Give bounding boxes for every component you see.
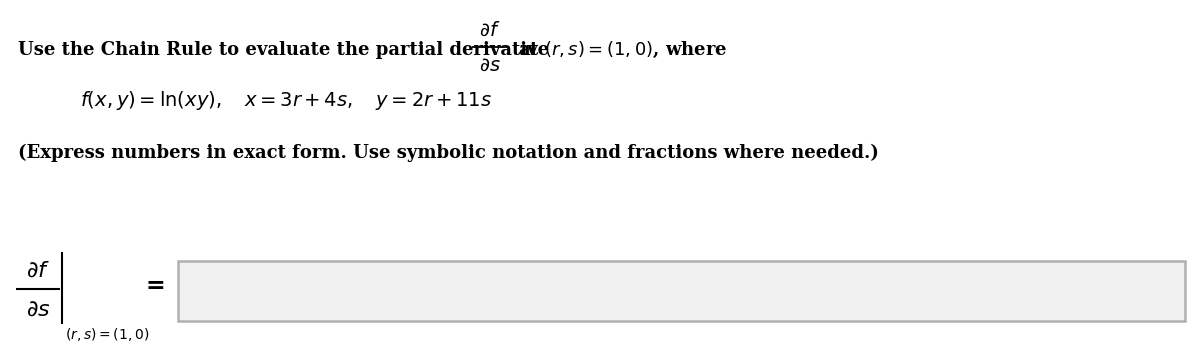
Text: (Express numbers in exact form. Use symbolic notation and fractions where needed: (Express numbers in exact form. Use symb… (18, 144, 878, 162)
Text: $(r,s)=(1,0)$: $(r,s)=(1,0)$ (65, 326, 149, 343)
Text: at $(r, s) = (1, 0)$, where: at $(r, s) = (1, 0)$, where (518, 40, 727, 60)
Text: =: = (145, 274, 164, 298)
Text: Use the Chain Rule to evaluate the partial derivative: Use the Chain Rule to evaluate the parti… (18, 41, 550, 59)
Text: $f(x, y) = \ln(xy), \quad x = 3r + 4s, \quad y = 2r + 11s$: $f(x, y) = \ln(xy), \quad x = 3r + 4s, \… (80, 90, 492, 113)
Text: $\partial f$: $\partial f$ (26, 260, 50, 282)
Text: $\partial f$: $\partial f$ (479, 22, 500, 40)
Text: $\partial s$: $\partial s$ (479, 57, 500, 75)
FancyBboxPatch shape (178, 261, 1186, 321)
Text: $\partial s$: $\partial s$ (25, 299, 50, 321)
